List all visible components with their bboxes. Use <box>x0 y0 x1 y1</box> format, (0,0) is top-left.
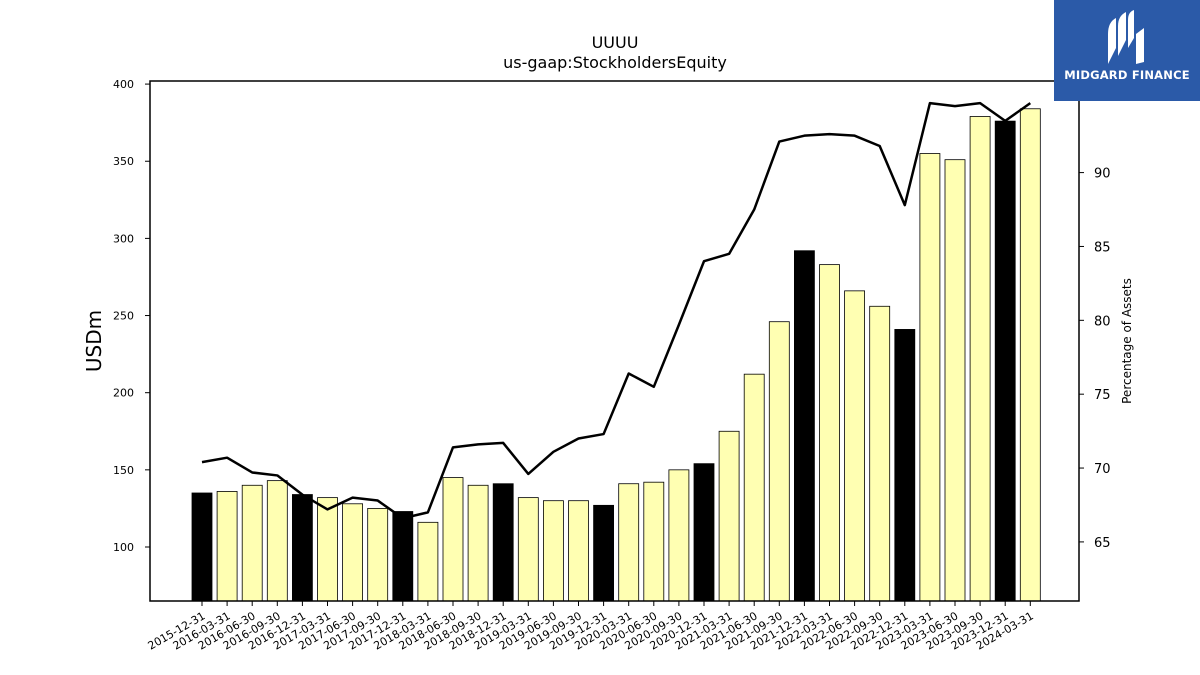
bar <box>216 491 238 602</box>
bar <box>191 492 213 602</box>
bar <box>442 477 464 602</box>
y2-axis-label: Percentage of Assets <box>1120 278 1134 404</box>
brand-name: MIDGARD FINANCE <box>1064 68 1190 82</box>
bar <box>994 120 1016 602</box>
bar <box>618 483 640 602</box>
bar <box>417 521 439 602</box>
bar <box>969 116 991 602</box>
bar <box>894 329 916 602</box>
bar <box>1019 108 1041 602</box>
bar <box>392 511 414 602</box>
bar <box>241 484 263 602</box>
bar <box>467 484 489 602</box>
bar <box>819 264 840 602</box>
bar <box>919 153 941 602</box>
y2-tick-label: 80 <box>1094 314 1111 329</box>
brand-logo: MIDGARD FINANCE <box>1054 0 1200 101</box>
bar-series <box>191 108 1041 602</box>
y-tick-label: 400 <box>113 78 134 91</box>
bar <box>317 497 338 602</box>
bar <box>844 290 865 602</box>
bar <box>291 494 313 602</box>
line-series <box>201 101 1032 520</box>
y-tick-label: 200 <box>113 387 134 400</box>
y2-tick-label: 90 <box>1094 167 1111 182</box>
midgard-logo-icon <box>1108 10 1144 64</box>
bar <box>718 430 740 602</box>
bar <box>342 503 364 602</box>
y2-tick-label: 85 <box>1094 240 1111 255</box>
y2-tick-label: 70 <box>1094 462 1111 477</box>
bar <box>768 321 790 602</box>
bar <box>517 497 539 602</box>
y-tick-label: 350 <box>113 155 134 168</box>
bar <box>492 483 514 602</box>
bar <box>643 481 665 602</box>
bar <box>367 508 389 602</box>
bar <box>593 504 614 602</box>
bar <box>794 250 815 602</box>
percentage-line <box>201 101 1032 520</box>
plot-frame <box>149 80 1080 602</box>
chart-title: UUUU <box>592 33 639 52</box>
y2-tick-label: 65 <box>1094 536 1111 551</box>
bar <box>743 373 765 602</box>
bar <box>266 480 288 602</box>
bar <box>944 159 966 602</box>
y-tick-label: 250 <box>113 310 134 323</box>
bar <box>668 469 690 602</box>
y-tick-label: 300 <box>113 232 134 245</box>
bar <box>693 463 715 602</box>
bar <box>869 305 891 602</box>
y-tick-label: 100 <box>113 541 134 554</box>
bar <box>543 500 564 602</box>
chart-subtitle: us-gaap:StockholdersEquity <box>503 53 727 72</box>
y-tick-label: 150 <box>113 464 134 477</box>
y2-tick-label: 75 <box>1094 388 1111 403</box>
y-axis-label: USDm <box>82 310 106 372</box>
bar <box>568 500 589 602</box>
